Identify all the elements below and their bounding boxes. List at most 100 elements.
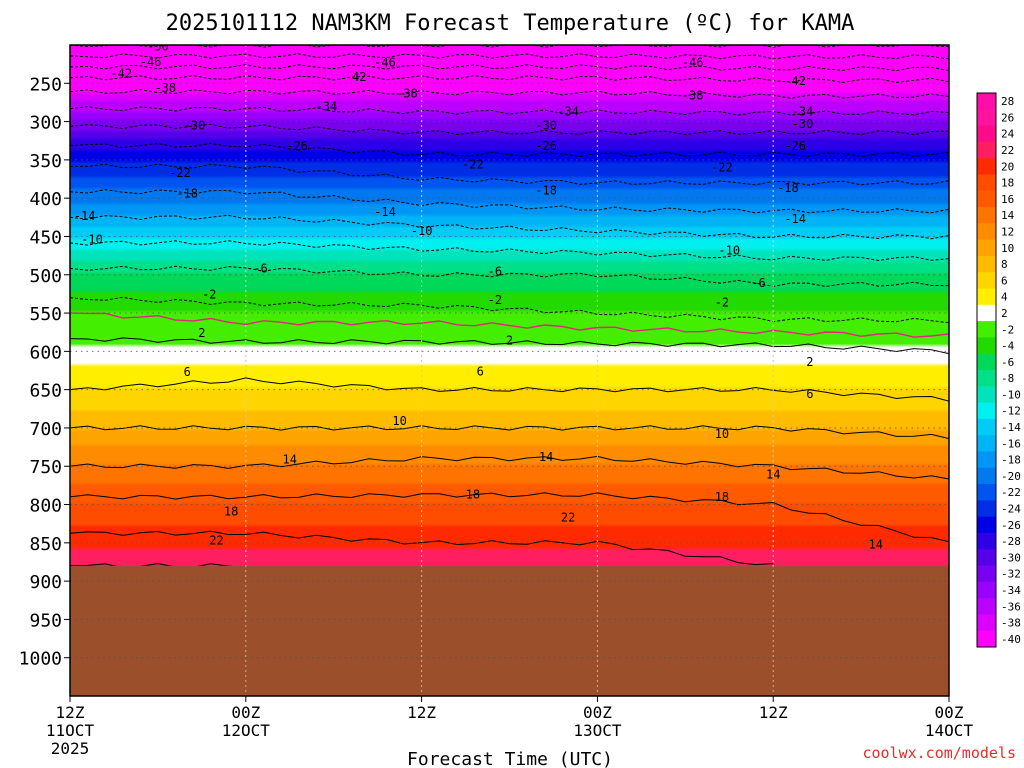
contour-label: -26 — [535, 139, 557, 153]
contour-label: -14 — [74, 209, 96, 223]
colorbar-label: -28 — [1001, 535, 1021, 548]
below-ground-mask — [70, 565, 949, 696]
contour-label: -50 — [147, 40, 169, 54]
contour-label: 6 — [184, 365, 191, 379]
contour-label: 18 — [715, 490, 729, 504]
isotherm-26 — [70, 563, 246, 569]
y-tick-label: 750 — [29, 457, 62, 478]
isotherm-0 — [70, 312, 949, 338]
colorbar-swatch — [977, 272, 996, 290]
contour-label: -42 — [345, 70, 367, 84]
contour-label: -34 — [557, 105, 579, 119]
y-tick-label: 550 — [29, 304, 62, 325]
contour-label: -30 — [535, 118, 557, 132]
colorbar-label: -6 — [1001, 356, 1014, 369]
colorbar-swatch — [977, 532, 996, 550]
colorbar-label: -36 — [1001, 600, 1021, 613]
colorbar-swatch — [977, 288, 996, 306]
isotherm--42 — [70, 75, 949, 84]
contour-label: -30 — [792, 117, 814, 131]
colorbar-swatch — [977, 614, 996, 632]
colorbar-swatch — [977, 565, 996, 583]
contour-label: -14 — [374, 205, 396, 219]
chart-title: 2025101112 NAM3KM Forecast Temperature (… — [166, 11, 855, 36]
colorbar-swatch — [977, 255, 996, 273]
isotherm--38 — [70, 89, 949, 99]
contour-label: -22 — [169, 166, 191, 180]
contour-label: -42 — [784, 74, 806, 88]
colorbar-swatch — [977, 321, 996, 338]
contour-label: -18 — [535, 184, 557, 198]
contour-label: -10 — [411, 224, 433, 238]
colorbar-swatch — [977, 141, 996, 159]
isotherm--6 — [70, 265, 949, 288]
contour-label: -6 — [488, 265, 502, 279]
contour-label: -42 — [110, 66, 132, 80]
y-tick-label: 850 — [29, 534, 62, 555]
x-tick-label-time: 00Z — [935, 703, 964, 722]
contour-label: -22 — [462, 157, 484, 171]
colorbar-swatch — [977, 370, 996, 387]
y-tick-label: 950 — [29, 610, 62, 631]
colorbar-swatch — [977, 402, 996, 420]
y-tick-label: 1000 — [19, 649, 62, 670]
y-tick-label: 250 — [29, 74, 62, 95]
x-tick-label-date: 11OCT — [46, 721, 95, 740]
contour-label: 22 — [209, 534, 223, 548]
colorbar-label: -38 — [1001, 617, 1021, 630]
colorbar-label: -20 — [1001, 470, 1021, 483]
colorbar-swatch — [977, 125, 996, 143]
colorbar-swatch — [977, 337, 996, 355]
contour-label: 2 — [506, 334, 513, 348]
colorbar-label: -2 — [1001, 323, 1014, 336]
contour-labels: -50-46 -46 -46-42 -42 -42-38 -38 -38-34 -34 -34-… — [74, 40, 883, 551]
isotherm-14 — [70, 455, 949, 480]
isotherm--50 — [70, 53, 949, 60]
colorbar-swatch — [977, 500, 996, 518]
contour-label: -38 — [396, 86, 418, 100]
contour-label: 14 — [869, 537, 883, 551]
contour-label: -22 — [711, 161, 733, 175]
colorbar-swatch — [977, 630, 996, 648]
colorbar-swatch — [977, 516, 996, 534]
colorbar-label: 4 — [1001, 291, 1008, 304]
isotherm-contours — [70, 45, 949, 569]
colorbar-label: -14 — [1001, 421, 1021, 434]
colorbar-swatch — [977, 418, 996, 436]
isotherm--34 — [70, 106, 949, 116]
contour-label: 14 — [539, 450, 553, 464]
y-tick-label: 450 — [29, 227, 62, 248]
colorbar-label: 10 — [1001, 242, 1014, 255]
contour-label: -2 — [202, 288, 216, 302]
colorbar-label: -8 — [1001, 372, 1014, 385]
plot-frame — [69, 44, 950, 697]
contour-label: -46 — [682, 56, 704, 70]
ground-grid-lines — [70, 45, 949, 696]
colorbar-swatch — [977, 93, 996, 110]
isotherm--2 — [70, 296, 949, 324]
contour-label: -34 — [792, 105, 814, 119]
colorbar-swatch — [977, 109, 996, 127]
colorbar-swatch — [977, 304, 996, 322]
y-tick-label: 350 — [29, 151, 62, 172]
colorbar-label: 2 — [1001, 307, 1008, 320]
colorbar-swatch — [977, 484, 996, 501]
colorbar-swatch — [977, 581, 996, 599]
credit-text: coolwx.com/models — [862, 744, 1016, 762]
y-tick-label: 300 — [29, 113, 62, 134]
contour-label: -26 — [286, 139, 308, 153]
colorbar-swatch — [977, 174, 996, 192]
isotherm-6 — [70, 377, 949, 402]
colorbar-swatch — [977, 207, 996, 224]
colorbar-label: 12 — [1001, 226, 1014, 239]
colorbar-swatch — [977, 353, 996, 371]
contour-label: -46 — [374, 56, 396, 70]
colorbar-swatch — [977, 598, 996, 615]
contour-label: 18 — [224, 504, 238, 518]
contour-label: 10 — [715, 427, 729, 441]
colorbar-label: -30 — [1001, 551, 1021, 564]
x-tick-label-time: 00Z — [583, 703, 612, 722]
y-tick-label: 700 — [29, 419, 62, 440]
colorbar-label: -16 — [1001, 437, 1021, 450]
